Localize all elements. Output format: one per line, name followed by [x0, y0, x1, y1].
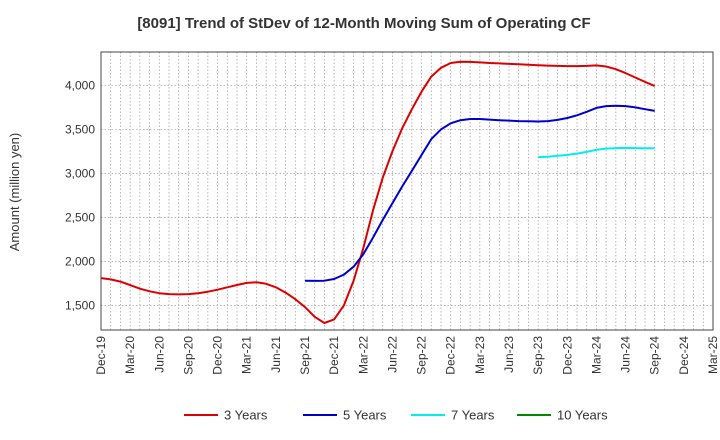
- series-line: [100, 60, 656, 324]
- x-tick-label: Sep-21: [298, 336, 312, 375]
- x-tick-label: Dec-20: [211, 336, 225, 375]
- legend-label: 7 Years: [451, 408, 495, 423]
- x-tick-label: Jun-24: [619, 336, 633, 373]
- y-tick-label: 2,500: [65, 210, 95, 224]
- y-tick-label: 1,500: [65, 298, 95, 312]
- x-tick-label: Dec-19: [94, 336, 108, 375]
- legend-label: 3 Years: [224, 408, 268, 423]
- x-tick-label: Sep-24: [648, 336, 662, 375]
- legend: 3 Years 5 Years 7 Years 10 Years: [184, 408, 608, 423]
- series-layer: [100, 60, 656, 324]
- x-tick-label: Sep-20: [181, 336, 195, 375]
- y-tick-label: 3,000: [65, 166, 95, 180]
- x-tick-label: Mar-20: [123, 336, 137, 374]
- plot-frame: [100, 51, 714, 331]
- x-tick-label: Dec-22: [444, 336, 458, 375]
- y-tick-label: 3,500: [65, 122, 95, 136]
- series-line: [538, 146, 655, 159]
- chart-title: [8091] Trend of StDev of 12-Month Moving…: [137, 15, 590, 32]
- x-tick-label: Jun-22: [385, 336, 399, 373]
- x-tick-label: Jun-21: [269, 336, 283, 373]
- series-line: [304, 104, 655, 282]
- x-tick-label: Mar-23: [473, 336, 487, 374]
- x-tick-label: Mar-25: [706, 336, 720, 374]
- legend-label: 5 Years: [343, 408, 387, 423]
- x-tick-label: Sep-22: [415, 336, 429, 375]
- x-tick-label: Mar-21: [240, 336, 254, 374]
- grid: [100, 52, 714, 330]
- x-tick-label: Mar-24: [589, 336, 603, 374]
- x-ticks: Dec-19 Mar-20 Jun-20 Sep-20 Dec-20 Mar-21 Jun-…: [94, 336, 720, 375]
- x-tick-label: Dec-24: [677, 336, 691, 375]
- x-tick-label: Mar-22: [356, 336, 370, 374]
- x-tick-label: Jun-20: [152, 336, 166, 373]
- y-ticks: 1,500 2,000 2,500 3,000 3,500 4,000: [65, 78, 95, 312]
- legend-label: 10 Years: [557, 408, 608, 423]
- x-tick-label: Jun-23: [502, 336, 516, 373]
- x-tick-label: Dec-23: [560, 336, 574, 375]
- y-axis-label: Amount (million yen): [7, 133, 22, 252]
- x-tick-label: Dec-21: [327, 336, 341, 375]
- y-tick-label: 2,000: [65, 254, 95, 268]
- x-tick-label: Sep-23: [531, 336, 545, 375]
- y-tick-label: 4,000: [65, 78, 95, 92]
